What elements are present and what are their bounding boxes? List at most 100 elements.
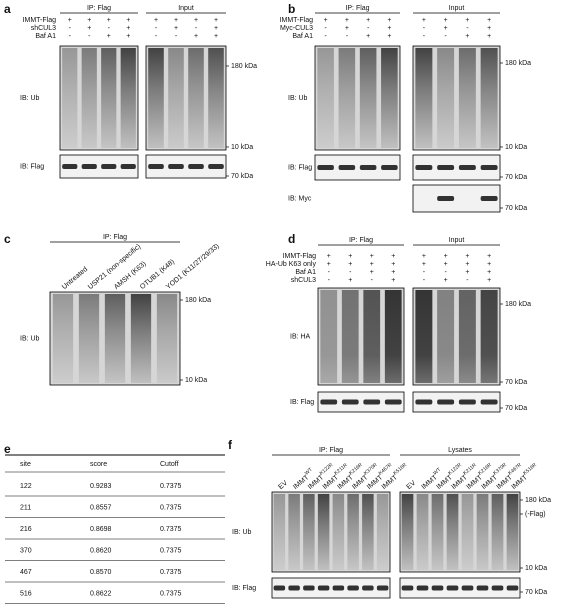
condition-sign: + (422, 261, 426, 268)
condition-sign: - (155, 25, 158, 32)
lane-smear (317, 48, 334, 148)
lane-smear (362, 494, 374, 570)
condition-sign: + (174, 17, 178, 24)
lane-smear (317, 494, 330, 570)
condition-sign: + (194, 33, 198, 40)
blot (145, 154, 227, 179)
band (273, 585, 286, 591)
marker-label: 70 kDa (231, 173, 253, 180)
band (401, 585, 414, 591)
condition-sign: + (214, 33, 218, 40)
table-cell: 0.7375 (160, 547, 182, 554)
ib-label: IB: Flag (20, 163, 44, 170)
panel-label: f (228, 438, 233, 452)
group-title: IP: Flag (87, 5, 111, 12)
marker-label: 180 kDa (185, 297, 211, 304)
condition-sign: + (422, 253, 426, 260)
condition-sign: + (214, 17, 218, 24)
condition-sign: + (387, 17, 391, 24)
table-cell: 0.7375 (160, 483, 182, 490)
band (458, 165, 476, 170)
ib-label: IB: Ub (232, 529, 252, 536)
condition-sign: + (444, 253, 448, 260)
condition-sign: + (87, 17, 91, 24)
lane-sup: WT (433, 467, 443, 477)
lane-sup: K211R (334, 462, 350, 476)
band (491, 585, 504, 591)
lane-sup: WT (304, 467, 314, 477)
condition-sign: - (328, 269, 331, 276)
band (101, 164, 117, 169)
band (381, 165, 398, 170)
condition-sign: + (444, 25, 448, 32)
band (362, 585, 374, 591)
condition-sign: + (194, 17, 198, 24)
blot (412, 391, 501, 413)
condition-sign: + (465, 261, 469, 268)
condition-sign: + (444, 17, 448, 24)
lane-smear (458, 48, 476, 148)
condition-sign: + (370, 253, 374, 260)
table-cell: 516 (20, 590, 32, 597)
lane-smear (431, 494, 444, 570)
condition-sign: + (465, 33, 469, 40)
ib-label: IB: Ub (20, 335, 40, 342)
condition-sign: + (391, 253, 395, 260)
band (415, 399, 433, 405)
band (332, 585, 345, 591)
condition-label: shCUL3 (291, 277, 316, 284)
band (437, 165, 455, 170)
lane-name: Untreated (61, 266, 89, 291)
condition-sign: - (88, 33, 91, 40)
table-cell: 0.9283 (90, 483, 112, 490)
condition-sign: - (328, 277, 331, 284)
band (320, 399, 338, 405)
lane-name: EV (277, 479, 289, 491)
band (384, 399, 402, 405)
lane-sup: K516R (523, 462, 539, 477)
table-cell: 0.8557 (90, 504, 112, 511)
lane-sup: K467R (508, 462, 524, 477)
lane-smear (437, 48, 455, 148)
band (317, 165, 334, 170)
lane-sup: K211R (463, 462, 479, 476)
band (437, 399, 455, 405)
table-cell: 0.8620 (90, 547, 112, 554)
table-header: site (20, 461, 31, 468)
lane-label: YOD1 (K11/27/29/33) (165, 243, 221, 291)
band (437, 196, 455, 201)
panel-label: c (4, 232, 11, 246)
condition-sign: + (370, 261, 374, 268)
condition-sign: + (348, 261, 352, 268)
condition-sign: + (370, 269, 374, 276)
condition-label: Baf A1 (292, 33, 313, 40)
condition-sign: - (423, 33, 426, 40)
condition-sign: + (387, 33, 391, 40)
condition-sign: - (466, 25, 469, 32)
lane-smear (130, 294, 152, 383)
table-cell: 0.8622 (90, 590, 112, 597)
condition-sign: - (324, 25, 327, 32)
marker-label: 180 kDa (505, 301, 531, 308)
condition-sign: + (487, 277, 491, 284)
band (359, 165, 377, 170)
marker-label: 70 kDa (525, 589, 547, 596)
ib-label: IB: Flag (288, 164, 312, 171)
lane-smear (446, 494, 459, 570)
lane-sup: K216R (478, 462, 494, 477)
group-title: Input (449, 237, 465, 244)
condition-sign: + (487, 17, 491, 24)
condition-sign: + (107, 17, 111, 24)
lane-smear (156, 294, 178, 383)
lane-name: YOD1 (K11/27/29/33) (165, 243, 221, 291)
lane-sup: K216R (348, 462, 364, 477)
marker-label: 180 kDa (525, 497, 551, 504)
lane-smear (320, 290, 338, 383)
blot (399, 577, 521, 599)
condition-sign: - (155, 33, 158, 40)
lane-smear (338, 48, 356, 148)
band (188, 164, 204, 169)
lane-smear (288, 494, 300, 570)
group-title: IP: Flag (103, 234, 127, 241)
